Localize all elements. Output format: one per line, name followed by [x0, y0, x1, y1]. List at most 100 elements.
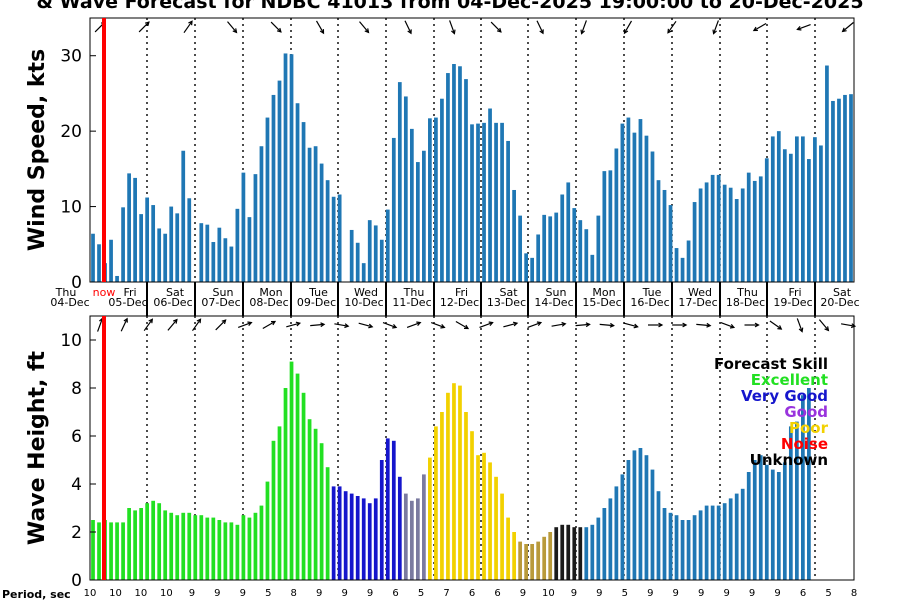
wave-height-bar [175, 515, 180, 580]
wave-height-bar [620, 474, 625, 580]
wave-direction-arrow-shaft [262, 320, 276, 330]
wind-speed-bar [494, 122, 498, 282]
day-name-label: Tue [308, 286, 328, 299]
wind-speed-bar [446, 73, 450, 282]
wind-direction-arrow [796, 24, 811, 31]
wave-direction-arrow-shaft [769, 320, 782, 330]
wind-direction-arrow-head [752, 26, 758, 32]
wave-direction-arrow [192, 318, 202, 332]
wave-direction-arrow [575, 322, 591, 328]
wind-speed-bar [500, 122, 504, 282]
date-label: 11-Dec [392, 296, 431, 309]
wave-height-bar [734, 493, 739, 580]
wave-direction-arrow-head [512, 321, 519, 327]
wave-direction-arrow-shaft [623, 322, 638, 328]
period-value: 7 [443, 588, 449, 599]
wind-direction-arrow-head [188, 20, 193, 26]
wave-height-bar [716, 505, 721, 580]
wind-speed-bar [698, 188, 703, 282]
wind-direction-arrow [138, 21, 150, 33]
wind-speed-bar [199, 223, 204, 282]
wave-direction-arrow-head [633, 323, 639, 329]
period-value: 10 [160, 588, 173, 599]
wave-height-bar [253, 512, 258, 580]
wind-speed-bar [169, 206, 174, 282]
wind-speed-bar [704, 182, 709, 282]
period-value: 5 [622, 588, 628, 599]
wave-height-bar [343, 491, 348, 580]
wind-speed-bar [722, 184, 727, 282]
wind-direction-arrow-head [319, 29, 325, 35]
wind-direction-arrow-shaft [713, 20, 719, 34]
wind-speed-bar [452, 64, 456, 282]
wind-speed-bar [175, 213, 180, 282]
wave-y-tick-label: 8 [71, 379, 82, 399]
wave-direction-arrow-head [706, 322, 712, 328]
wind-speed-bar [608, 170, 613, 282]
wave-direction-arrow-head [196, 318, 202, 324]
wave-height-bar [698, 510, 703, 580]
wind-speed-bar [91, 233, 95, 282]
wave-direction-arrow-head [824, 326, 830, 332]
wind-speed-bar [638, 119, 643, 282]
wind-y-tick-label: 30 [60, 47, 82, 67]
wave-direction-arrow-head [440, 323, 446, 329]
wind-speed-bar [518, 215, 522, 282]
wave-height-bar [307, 419, 312, 580]
wave-direction-arrow [648, 322, 664, 328]
wave-height-bar [367, 503, 372, 580]
period-value: 9 [749, 588, 755, 599]
wave-height-bar [464, 412, 468, 580]
wave-height-bar [265, 481, 270, 580]
wave-height-bar [764, 464, 769, 580]
wave-height-bar [500, 493, 504, 580]
wind-direction-arrow-head [496, 27, 502, 33]
wind-speed-bar [752, 180, 757, 282]
wave-height-bar [608, 498, 613, 580]
chart-title: & Wave Forecast for NDBC 41013 from 04-D… [36, 0, 863, 13]
wave-height-bar [590, 524, 595, 580]
wave-height-bar [199, 515, 204, 580]
wind-speed-bar [686, 240, 691, 282]
wind-speed-bar [464, 79, 468, 282]
wave-height-bar [470, 431, 474, 580]
wind-direction-arrow-shaft [667, 20, 677, 34]
wave-direction-arrow [358, 322, 374, 329]
wave-height-bar [674, 515, 679, 580]
wind-direction-arrow [580, 20, 587, 35]
wave-height-bar [506, 517, 510, 580]
wind-speed-bar [157, 228, 162, 282]
wave-height-bar [722, 503, 727, 580]
wind-speed-bar [235, 208, 240, 282]
wave-height-bar [169, 512, 174, 580]
wind-speed-bar [764, 158, 769, 282]
wind-speed-bar [843, 94, 847, 282]
wave-height-bar [355, 496, 360, 580]
day-name-label: Wed [354, 286, 378, 299]
wind-direction-arrow [404, 20, 412, 35]
wind-speed-bar [241, 172, 246, 282]
wind-y-tick-label: 0 [71, 273, 82, 293]
wave-height-bar [127, 508, 131, 580]
wind-speed-bar [807, 159, 811, 282]
wave-height-bar [277, 426, 282, 580]
wave-direction-arrow [479, 321, 494, 328]
wind-direction-arrow-shaft [623, 20, 633, 34]
period-value: 9 [596, 588, 602, 599]
wind-speed-bar [710, 174, 715, 282]
wave-height-bar [428, 457, 432, 580]
wind-speed-bar [740, 188, 745, 282]
wind-speed-bar [361, 263, 366, 282]
wave-height-bar [704, 505, 709, 580]
wave-direction-arrow [623, 322, 639, 329]
wave-height-bar [524, 544, 529, 580]
wave-height-bar [542, 536, 547, 580]
wind-direction-arrow [712, 20, 719, 35]
wave-y-tick-label: 0 [71, 571, 82, 591]
wave-direction-arrow [527, 321, 543, 328]
wind-speed-bar [403, 96, 408, 282]
wave-height-bar [686, 520, 691, 580]
wave-direction-arrow-head [123, 317, 128, 323]
period-value: 6 [494, 588, 500, 599]
wave-direction-arrow [696, 322, 712, 328]
